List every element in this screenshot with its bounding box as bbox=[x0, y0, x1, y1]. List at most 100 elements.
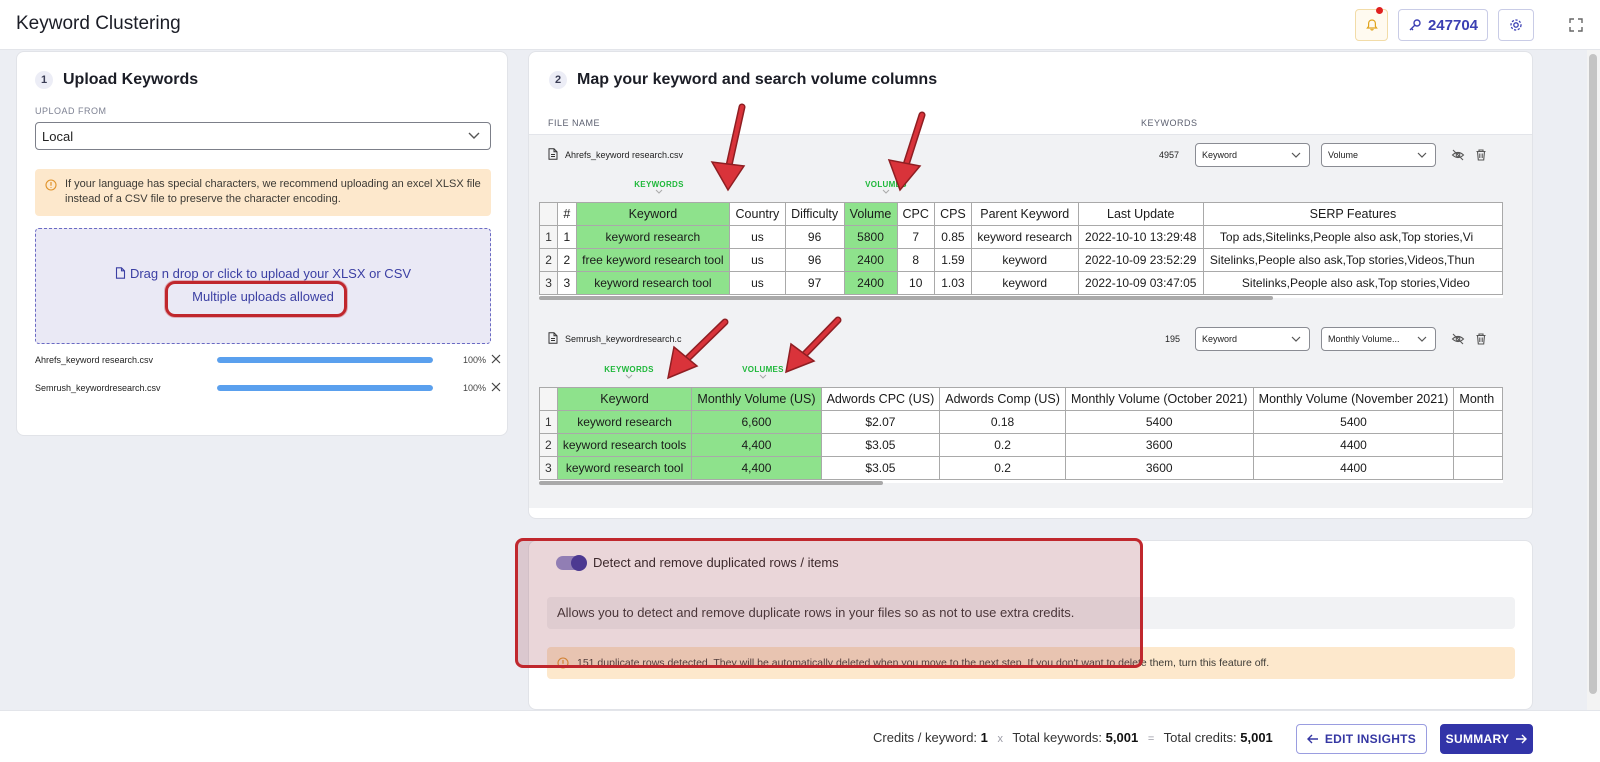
footer-bar: Credits / keyword: 1 x Total keywords: 5… bbox=[0, 710, 1600, 762]
table-header-cell: Keyword bbox=[556, 387, 693, 411]
table-row: 2 2 free keyword research tool us 96 240… bbox=[539, 248, 1503, 272]
table-cell: 0.2 bbox=[939, 433, 1066, 457]
file-preview-table[interactable]: Keyword Monthly Volume (US) Adwords CPC … bbox=[539, 387, 1503, 483]
summary-button[interactable]: SUMMARY bbox=[1440, 724, 1533, 754]
eye-off-icon[interactable] bbox=[1451, 148, 1465, 162]
table-cell: 8 bbox=[896, 248, 935, 272]
table-header-cell: Keyword bbox=[575, 202, 731, 226]
table-cell: 4,400 bbox=[691, 456, 822, 480]
table-header-cell: Monthly Volume (US) bbox=[691, 387, 822, 411]
volume-column-select[interactable]: Monthly Volume... bbox=[1321, 327, 1436, 351]
encoding-warning-text: If your language has special characters,… bbox=[65, 178, 481, 205]
page-title: Keyword Clustering bbox=[16, 13, 181, 34]
close-icon[interactable] bbox=[490, 381, 502, 393]
trash-icon[interactable] bbox=[1474, 148, 1488, 162]
dropzone-subtext: Multiple uploads allowed bbox=[192, 289, 334, 304]
upload-progress-fill bbox=[217, 385, 433, 391]
keyword-column-select[interactable]: Keyword bbox=[1195, 327, 1310, 351]
toggle-knob bbox=[571, 555, 587, 571]
file-mapping-row: Ahrefs_keyword research.csv 4957 Keyword… bbox=[529, 134, 1532, 319]
volume-column-select[interactable]: Volume bbox=[1321, 143, 1436, 167]
table-cell: 1 bbox=[557, 225, 577, 249]
expand-icon[interactable] bbox=[1568, 17, 1584, 33]
table-cell: 96 bbox=[784, 225, 845, 249]
table-header-cell: Difficulty bbox=[784, 202, 845, 226]
preview-table: # Keyword Country Difficulty Volume CPC … bbox=[539, 202, 1503, 295]
warning-icon bbox=[45, 179, 57, 191]
file-icon bbox=[115, 267, 126, 279]
settings-button[interactable] bbox=[1498, 9, 1534, 41]
duplicates-warning-text: 151 duplicate rows detected. They will b… bbox=[577, 657, 1270, 669]
top-bar: Keyword Clustering 247704 bbox=[0, 0, 1600, 50]
table-cell: 0.2 bbox=[939, 456, 1066, 480]
table-cell: 5400 bbox=[1064, 410, 1254, 434]
table-cell: 3 bbox=[557, 271, 577, 295]
table-cell: 3600 bbox=[1064, 456, 1254, 480]
table-header-cell: Month bbox=[1453, 387, 1503, 411]
table-cell: 2400 bbox=[843, 248, 898, 272]
credits-button[interactable]: 247704 bbox=[1398, 9, 1488, 41]
table-cell: 3 bbox=[539, 456, 558, 480]
file-preview-table[interactable]: # Keyword Country Difficulty Volume CPC … bbox=[539, 202, 1503, 298]
gear-icon bbox=[1510, 19, 1522, 31]
step-number: 1 bbox=[35, 71, 53, 89]
page-scrollbar-thumb[interactable] bbox=[1589, 54, 1597, 694]
file-icon bbox=[548, 332, 558, 344]
table-cell: us bbox=[729, 248, 786, 272]
table-cell: 4400 bbox=[1252, 433, 1455, 457]
uploaded-file-name: Semrush_keywordresearch.csv bbox=[35, 383, 161, 393]
volumes-mapping-label: VOLUMES bbox=[733, 365, 793, 379]
table-cell: $3.05 bbox=[820, 456, 941, 480]
upload-from-select[interactable]: Local bbox=[35, 122, 491, 150]
dedupe-toggle[interactable] bbox=[556, 555, 587, 571]
table-header-cell: Parent Keyword bbox=[970, 202, 1079, 226]
chevron-down-icon bbox=[759, 374, 767, 379]
credits-per-keyword: 1 bbox=[980, 730, 988, 745]
keywords-mapping-label: KEYWORDS bbox=[599, 365, 659, 379]
table-row: 1 keyword research 6,600 $2.07 0.18 5400… bbox=[539, 410, 1503, 434]
table-cell: keyword research bbox=[575, 225, 731, 249]
chevron-down-icon bbox=[625, 374, 633, 379]
trash-icon[interactable] bbox=[1474, 332, 1488, 346]
table-header-cell bbox=[539, 202, 559, 226]
table-cell: keyword research bbox=[556, 410, 693, 434]
file-mapping-name: Ahrefs_keyword research.csv bbox=[565, 150, 684, 160]
table-row: 1 1 keyword research us 96 5800 7 0.85 k… bbox=[539, 225, 1503, 249]
eye-off-icon[interactable] bbox=[1451, 332, 1465, 346]
table-header-cell: Adwords Comp (US) bbox=[939, 387, 1066, 411]
table-cell: 4400 bbox=[1252, 456, 1455, 480]
chevron-down-icon bbox=[655, 189, 663, 194]
upload-progress-bar bbox=[217, 385, 433, 391]
edit-insights-button[interactable]: EDIT INSIGHTS bbox=[1296, 724, 1427, 754]
table-header-row: # Keyword Country Difficulty Volume CPC … bbox=[539, 202, 1503, 226]
arrow-left-icon bbox=[1306, 734, 1318, 744]
table-cell: 0.18 bbox=[939, 410, 1066, 434]
file-name-column-header: FILE NAME bbox=[548, 118, 601, 128]
table-horizontal-scrollbar[interactable] bbox=[539, 296, 1273, 300]
table-header-cell: Volume bbox=[843, 202, 898, 226]
table-header-cell: SERP Features bbox=[1202, 202, 1503, 226]
table-cell: 96 bbox=[784, 248, 845, 272]
dedupe-card: Detect and remove duplicated rows / item… bbox=[528, 540, 1533, 710]
table-cell: keyword bbox=[970, 248, 1079, 272]
table-header-cell: Monthly Volume (November 2021) bbox=[1252, 387, 1455, 411]
arrow-right-icon bbox=[1516, 734, 1528, 744]
close-icon[interactable] bbox=[490, 353, 502, 365]
table-cell: 2022-10-10 13:29:48 bbox=[1077, 225, 1204, 249]
table-header-row: Keyword Monthly Volume (US) Adwords CPC … bbox=[539, 387, 1503, 411]
table-cell: free keyword research tool bbox=[575, 248, 731, 272]
table-cell: Sitelinks,People also ask,Top stories,Vi… bbox=[1202, 271, 1503, 295]
table-header-cell: Monthly Volume (October 2021) bbox=[1064, 387, 1254, 411]
table-cell: 4,400 bbox=[691, 433, 822, 457]
keyword-column-select[interactable]: Keyword bbox=[1195, 143, 1310, 167]
table-header-cell bbox=[539, 387, 558, 411]
file-icon bbox=[548, 148, 558, 160]
table-header-cell: Adwords CPC (US) bbox=[820, 387, 941, 411]
chevron-down-icon bbox=[468, 132, 480, 139]
notifications-button[interactable] bbox=[1355, 7, 1388, 41]
file-dropzone[interactable]: Drag n drop or click to upload your XLSX… bbox=[35, 228, 491, 344]
table-cell: 2022-10-09 23:52:29 bbox=[1077, 248, 1204, 272]
table-horizontal-scrollbar[interactable] bbox=[539, 481, 883, 485]
key-icon bbox=[1409, 19, 1421, 31]
table-cell: keyword research tool bbox=[575, 271, 731, 295]
